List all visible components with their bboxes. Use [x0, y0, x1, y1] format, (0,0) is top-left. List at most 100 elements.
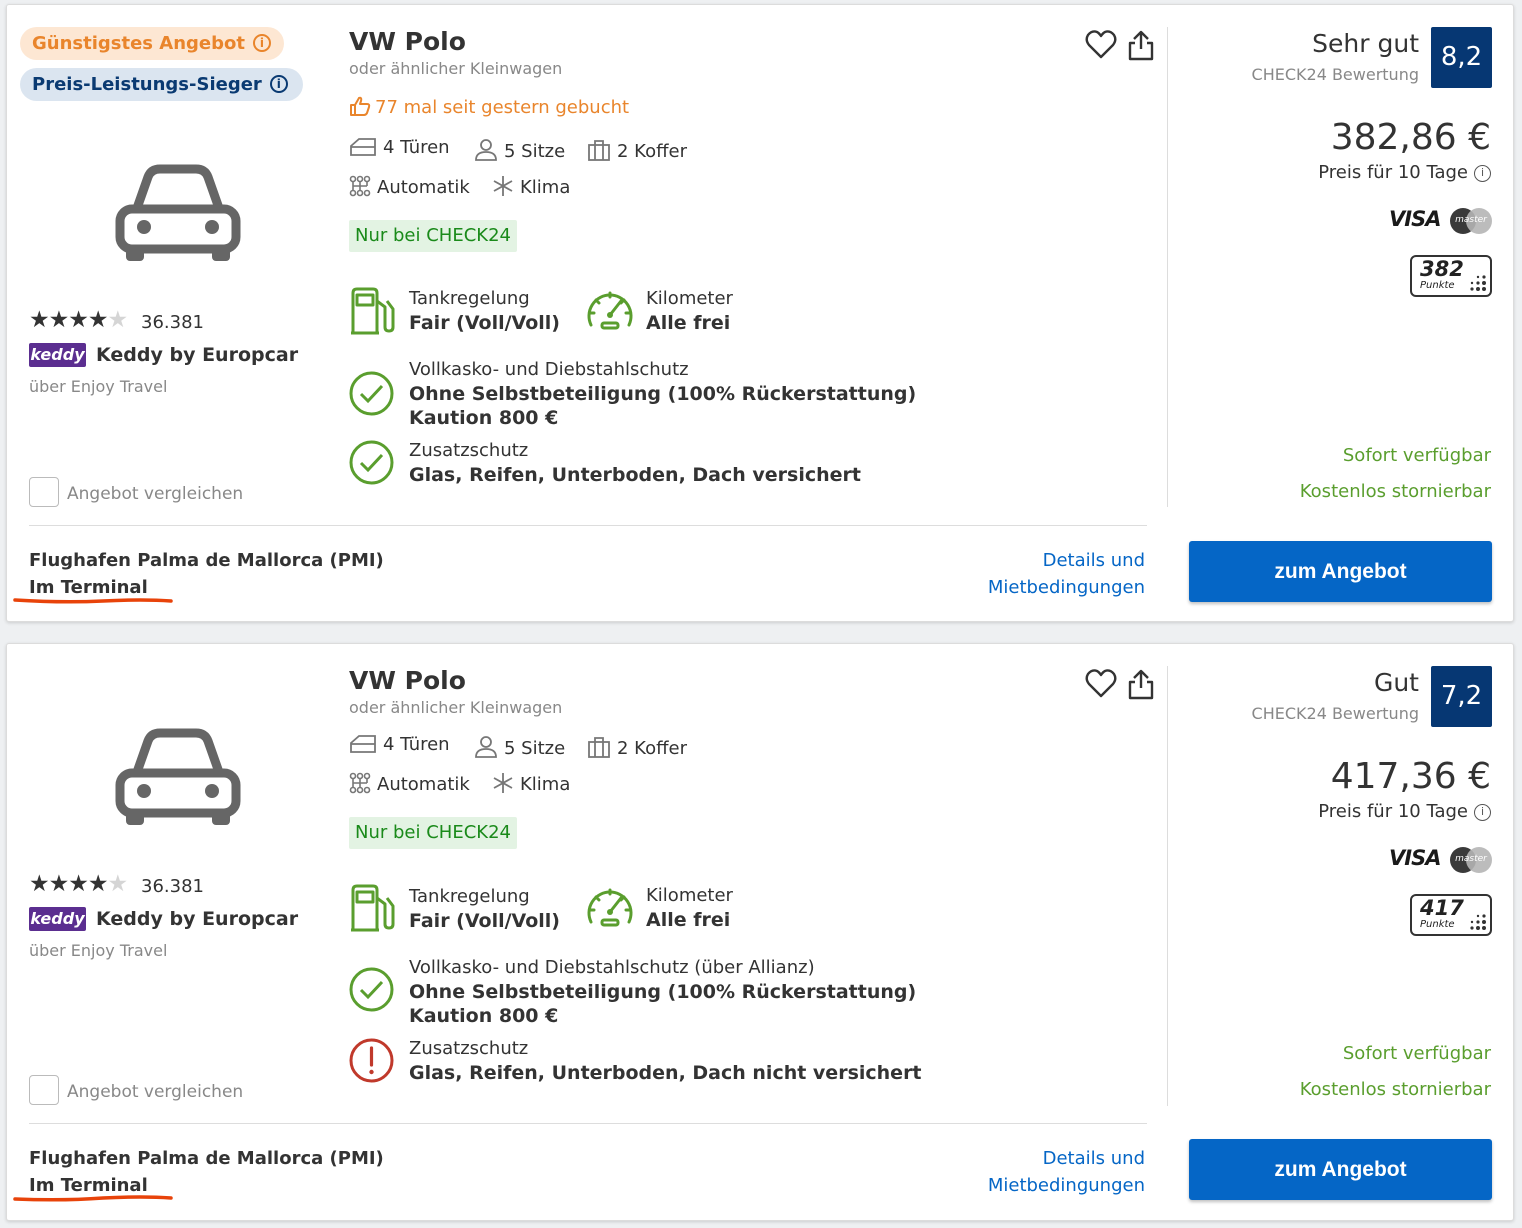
info-icon[interactable]: i — [1474, 165, 1491, 182]
check-circle-icon — [349, 440, 394, 485]
pickup-location: Flughafen Palma de Mallorca (PMI) — [29, 550, 384, 571]
heart-icon[interactable] — [1085, 668, 1117, 700]
rating-score[interactable]: 8,2 — [1431, 27, 1492, 88]
mastercard-text: master — [1455, 215, 1487, 225]
details-link[interactable]: Details und Mietbedingungen — [988, 1145, 1145, 1199]
car-title: VW Polo — [349, 27, 466, 56]
exclusive-badge: Nur bei CHECK24 — [349, 220, 517, 252]
dots-icon — [1470, 914, 1486, 930]
points-badge: 417 Punkte — [1410, 894, 1492, 936]
vendor-name: Keddy by Europcar — [96, 344, 299, 366]
info-icon[interactable]: i — [1474, 804, 1491, 821]
horizontal-divider — [29, 525, 1147, 526]
compare-checkbox[interactable] — [29, 477, 59, 507]
feature-ac: Klima — [492, 772, 570, 795]
offer-card-2[interactable]: ★★★★★ 36.381 keddy Keddy by Europcar übe… — [6, 643, 1514, 1221]
feature-luggage: 2 Koffer — [587, 139, 687, 162]
free-cancellation: Kostenlos stornierbar — [1299, 481, 1491, 502]
fuel-value: Fair (Voll/Voll) — [409, 312, 560, 334]
car-icon — [115, 728, 241, 825]
star-rating: ★★★★★ — [29, 307, 128, 333]
info-icon[interactable]: i — [252, 34, 271, 52]
total-price: 417,36 € — [1330, 756, 1491, 797]
check-circle-icon — [349, 967, 394, 1012]
details-link-line1[interactable]: Details und — [1042, 1148, 1145, 1169]
total-price: 382,86 € — [1330, 117, 1491, 158]
speedometer-icon — [587, 888, 633, 927]
details-link-line2[interactable]: Mietbedingungen — [987, 1175, 1145, 1196]
cheapest-badge[interactable]: Günstigstes Angebot i — [20, 27, 284, 60]
car-title: VW Polo — [349, 666, 466, 695]
fuel-pump-icon — [351, 884, 395, 932]
feature-doors: 4 Türen — [349, 734, 450, 755]
insurance-value: Ohne Selbstbeteiligung (100% Rückerstatt… — [409, 981, 917, 1003]
snowflake-icon — [493, 176, 513, 196]
to-offer-button[interactable]: zum Angebot — [1189, 1139, 1492, 1200]
exclusive-badge: Nur bei CHECK24 — [349, 817, 517, 849]
compare-label[interactable]: Angebot vergleichen — [67, 1082, 244, 1102]
gearshift-icon — [349, 772, 371, 794]
rating-score[interactable]: 7,2 — [1431, 666, 1492, 727]
review-count[interactable]: 36.381 — [141, 312, 204, 333]
compare-label[interactable]: Angebot vergleichen — [67, 484, 244, 504]
fuel-value: Fair (Voll/Voll) — [409, 910, 560, 932]
vendor-logo: keddy — [29, 907, 86, 931]
points-label: Punkte — [1420, 919, 1455, 930]
feature-luggage: 2 Koffer — [587, 736, 687, 759]
compare-checkbox[interactable] — [29, 1075, 59, 1105]
vendor-name: Keddy by Europcar — [96, 908, 299, 930]
check-circle-icon — [349, 371, 394, 416]
to-offer-button[interactable]: zum Angebot — [1189, 541, 1492, 602]
free-cancellation: Kostenlos stornierbar — [1299, 1079, 1491, 1100]
vendor-via: über Enjoy Travel — [29, 941, 168, 960]
car-subtitle: oder ähnlicher Kleinwagen — [349, 698, 563, 717]
extra-protection-value: Glas, Reifen, Unterboden, Dach nicht ver… — [409, 1062, 922, 1084]
vertical-divider — [1167, 666, 1168, 1106]
info-icon[interactable]: i — [269, 75, 288, 93]
insurance-value: Ohne Selbstbeteiligung (100% Rückerstatt… — [409, 383, 917, 405]
fuel-label: Tankregelung — [409, 886, 530, 907]
extra-protection-label: Zusatzschutz — [409, 1038, 529, 1059]
details-link[interactable]: Details und Mietbedingungen — [988, 547, 1145, 601]
vertical-divider — [1167, 27, 1168, 507]
points-number: 417 — [1420, 896, 1464, 920]
share-icon[interactable] — [1125, 29, 1157, 61]
extra-protection-label: Zusatzschutz — [409, 440, 529, 461]
mastercard-logo: master — [1449, 207, 1493, 235]
feature-transmission: Automatik — [349, 175, 470, 198]
booked-count: 77 mal seit gestern gebucht — [349, 96, 629, 118]
rating-source: CHECK24 Bewertung — [1251, 704, 1419, 723]
availability: Sofort verfügbar — [1342, 1043, 1491, 1064]
offer-card-1[interactable]: Günstigstes Angebot i Preis-Leistungs-Sie… — [6, 4, 1514, 622]
underline-mark — [13, 1195, 173, 1202]
vendor-via: über Enjoy Travel — [29, 377, 168, 396]
feature-transmission: Automatik — [349, 772, 470, 795]
review-count[interactable]: 36.381 — [141, 876, 204, 897]
suitcase-icon — [588, 737, 610, 758]
pickup-location: Flughafen Palma de Mallorca (PMI) — [29, 1148, 384, 1169]
gearshift-icon — [349, 175, 371, 197]
feature-doors: 4 Türen — [349, 137, 450, 158]
booked-label: 77 mal seit gestern gebucht — [375, 97, 630, 118]
mastercard-circles — [1450, 847, 1492, 873]
details-link-line2[interactable]: Mietbedingungen — [987, 577, 1145, 598]
snowflake-icon — [493, 773, 513, 793]
visa-logo: VISA — [1389, 207, 1441, 231]
share-icon[interactable] — [1125, 668, 1157, 700]
mastercard-logo: master — [1449, 846, 1493, 874]
value-badge[interactable]: Preis-Leistungs-Sieger i — [20, 68, 303, 101]
underline-mark — [13, 598, 173, 604]
car-icon — [115, 164, 241, 261]
points-label: Punkte — [1420, 280, 1455, 291]
heart-icon[interactable] — [1085, 29, 1117, 61]
km-value: Alle frei — [646, 909, 731, 931]
details-link-line1[interactable]: Details und — [1042, 550, 1145, 571]
feature-ac: Klima — [492, 175, 570, 198]
deposit-value: Kaution 800 € — [409, 1005, 559, 1027]
star-rating: ★★★★★ — [29, 871, 128, 897]
points-number: 382 — [1420, 257, 1464, 281]
insurance-label: Vollkasko- und Diebstahlschutz (über All… — [409, 957, 815, 978]
door-icon — [350, 735, 376, 753]
person-icon — [475, 736, 497, 758]
feature-seats: 5 Sitze — [474, 736, 565, 759]
